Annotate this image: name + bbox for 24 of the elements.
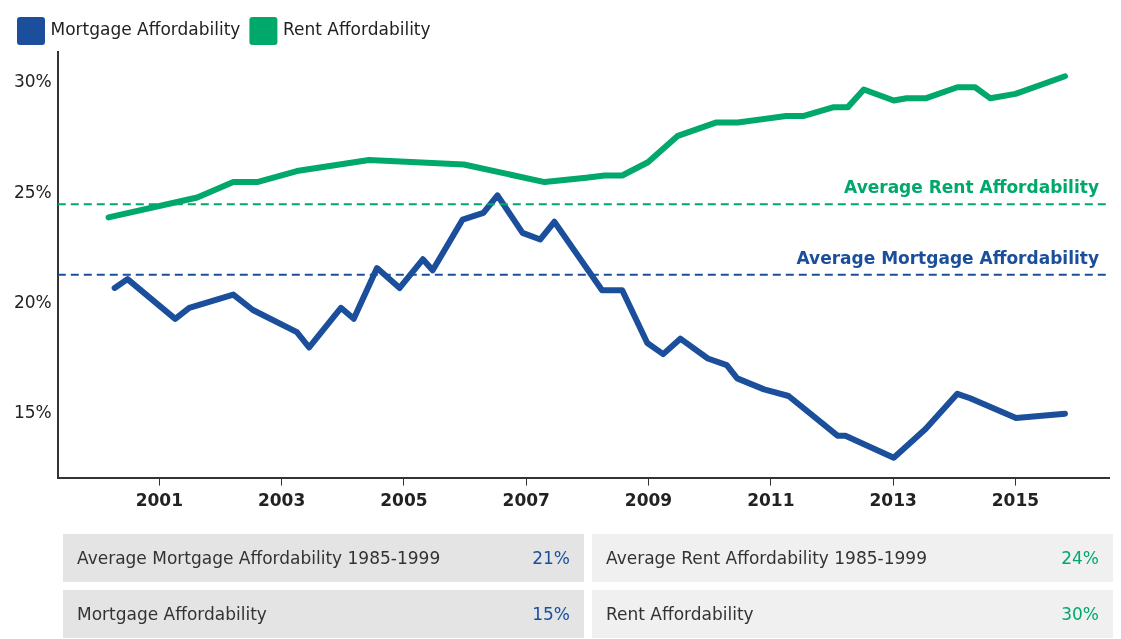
legend-label: Rent Affordability — [282, 19, 431, 40]
x-tick-label: 2005 — [380, 490, 428, 511]
x-tick-label: 2013 — [869, 490, 917, 511]
x-tick-label: 2003 — [257, 490, 306, 511]
x-tick-label: 2011 — [747, 490, 795, 511]
y-tick-label: 20% — [13, 291, 52, 312]
x-tick-label: 2015 — [991, 490, 1040, 511]
text: 21% — [532, 548, 570, 568]
y-tick-label: 25% — [13, 181, 52, 202]
text: 30% — [1061, 604, 1099, 624]
y-tick-label: 30% — [13, 71, 52, 92]
text: Mortgage Affordability — [77, 604, 267, 624]
x-tick-label: 2007 — [502, 490, 550, 511]
x-tick-label: 2009 — [624, 490, 673, 511]
ref-line-label: Average Mortgage Affordability — [796, 247, 1099, 268]
text: Average Mortgage Affordability 1985-1999 — [77, 548, 441, 568]
text: 24% — [1061, 548, 1099, 568]
text: 15% — [532, 604, 570, 624]
ref-line-label: Average Rent Affordability — [844, 177, 1099, 198]
x-tick-label: 2001 — [135, 490, 183, 511]
y-tick-label: 15% — [13, 402, 52, 423]
legend-label: Mortgage Affordability — [50, 19, 241, 40]
text: Rent Affordability — [606, 604, 754, 624]
text: Average Rent Affordability 1985-1999 — [606, 548, 927, 568]
